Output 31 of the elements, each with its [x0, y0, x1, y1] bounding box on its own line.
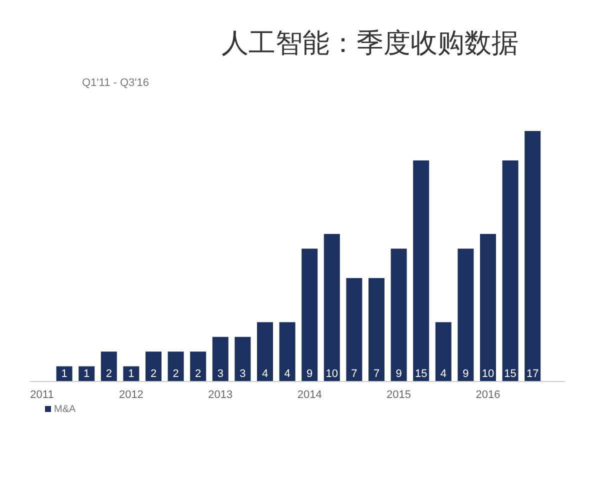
data-label: 9: [462, 368, 469, 380]
data-label: 2: [172, 368, 179, 380]
legend-label: M&A: [54, 404, 76, 415]
x-tick-label: 2015: [386, 389, 412, 401]
data-label: 10: [326, 368, 338, 380]
data-label: 2: [195, 368, 202, 380]
data-label: 10: [482, 368, 494, 380]
data-label: 9: [306, 368, 313, 380]
data-label: 7: [373, 368, 380, 380]
x-tick-label: 2011: [30, 389, 54, 401]
data-label: 17: [526, 368, 539, 380]
data-label: 4: [262, 368, 268, 380]
data-label: 1: [128, 368, 134, 380]
data-label: 9: [396, 368, 402, 380]
x-tick-label: 2013: [208, 389, 233, 401]
data-label: 2: [150, 368, 157, 380]
chart-subtitle: Q1'11 - Q3'16: [82, 77, 149, 89]
data-label: 3: [240, 368, 246, 380]
x-tick-label: 2016: [476, 389, 500, 401]
data-label: 1: [84, 368, 90, 380]
chart-title: 人工智能：季度收购数据: [222, 28, 518, 58]
data-label: 1: [61, 368, 68, 380]
data-label: 4: [440, 368, 446, 380]
data-label: 4: [284, 368, 290, 380]
data-label: 7: [351, 368, 358, 380]
x-tick-label: 2014: [297, 389, 322, 401]
data-label: 15: [414, 368, 428, 380]
data-label: 3: [217, 368, 224, 380]
data-label: 15: [504, 368, 516, 380]
data-label: 2: [106, 368, 112, 380]
x-tick-label: 2012: [118, 389, 144, 401]
